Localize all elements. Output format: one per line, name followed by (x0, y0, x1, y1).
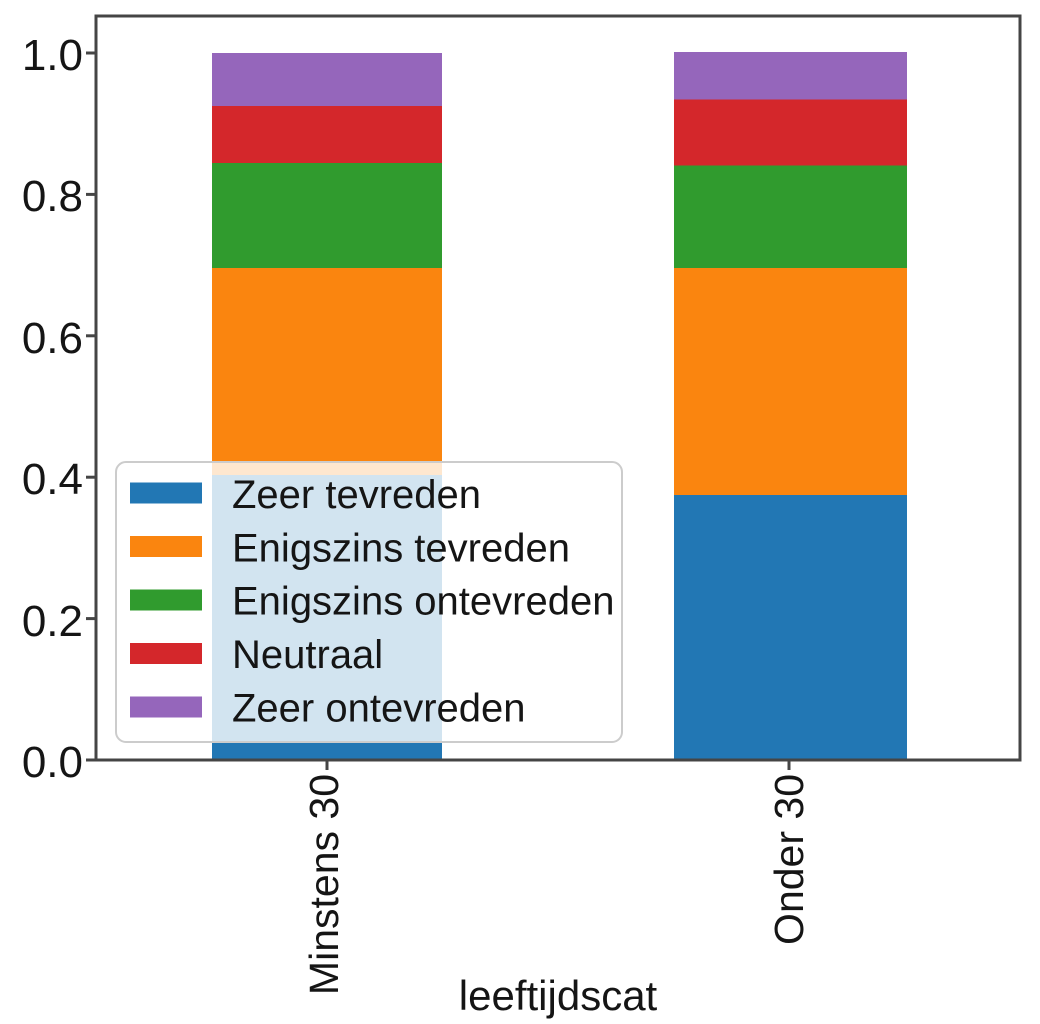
svg-text:Minstens 30: Minstens 30 (301, 774, 347, 995)
svg-text:0.2: 0.2 (22, 597, 83, 646)
svg-text:0.8: 0.8 (22, 172, 83, 221)
svg-text:Enigszins tevreden: Enigszins tevreden (232, 527, 570, 571)
svg-text:Enigszins ontevreden: Enigszins ontevreden (232, 580, 614, 624)
svg-text:Zeer tevreden: Zeer tevreden (232, 473, 481, 517)
svg-text:0.4: 0.4 (22, 455, 83, 504)
svg-text:Zeer ontevreden: Zeer ontevreden (232, 687, 526, 731)
svg-text:Onder 30: Onder 30 (766, 774, 812, 945)
svg-text:0.6: 0.6 (22, 314, 83, 363)
svg-text:leeftijdscat: leeftijdscat (459, 972, 658, 1019)
svg-text:0.0: 0.0 (22, 738, 83, 787)
svg-text:1.0: 1.0 (22, 31, 83, 80)
svg-text:Neutraal: Neutraal (232, 633, 383, 677)
